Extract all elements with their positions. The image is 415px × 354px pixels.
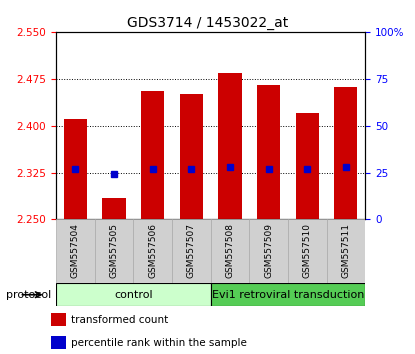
Bar — [64, 119, 87, 219]
Bar — [51, 336, 66, 349]
Bar — [257, 85, 280, 219]
Text: transformed count: transformed count — [71, 315, 168, 325]
Text: GSM557507: GSM557507 — [187, 223, 196, 278]
Bar — [141, 91, 164, 219]
Bar — [327, 219, 365, 283]
Bar — [334, 87, 357, 219]
Text: GSM557504: GSM557504 — [71, 223, 80, 278]
Bar — [295, 113, 319, 219]
Text: GSM557505: GSM557505 — [110, 223, 119, 278]
Text: GSM557506: GSM557506 — [148, 223, 157, 278]
Text: GSM557509: GSM557509 — [264, 223, 273, 278]
Bar — [180, 95, 203, 219]
Text: percentile rank within the sample: percentile rank within the sample — [71, 337, 247, 348]
Bar — [56, 283, 210, 306]
Text: GSM557510: GSM557510 — [303, 223, 312, 278]
Bar — [51, 313, 66, 326]
Bar — [172, 219, 210, 283]
Text: GSM557511: GSM557511 — [342, 223, 350, 278]
Text: GDS3714 / 1453022_at: GDS3714 / 1453022_at — [127, 16, 288, 30]
Bar — [249, 219, 288, 283]
Bar — [218, 73, 242, 219]
Bar — [288, 219, 327, 283]
Bar — [103, 198, 126, 219]
Text: GSM557508: GSM557508 — [225, 223, 234, 278]
Bar — [95, 219, 133, 283]
Text: protocol: protocol — [6, 290, 51, 300]
Bar — [56, 219, 95, 283]
Text: control: control — [114, 290, 153, 300]
Bar — [133, 219, 172, 283]
Bar — [210, 283, 365, 306]
Bar — [210, 219, 249, 283]
Text: Evi1 retroviral transduction: Evi1 retroviral transduction — [212, 290, 364, 300]
